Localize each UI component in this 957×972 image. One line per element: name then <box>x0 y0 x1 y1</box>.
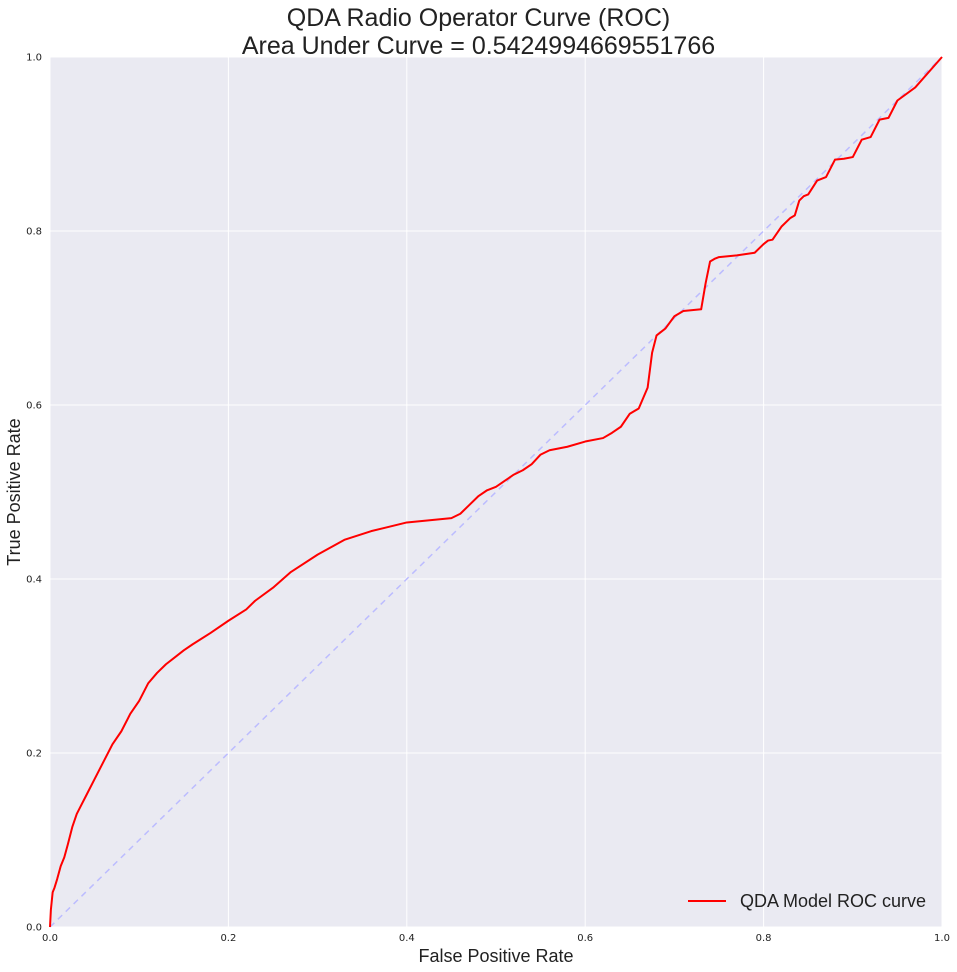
series-layer <box>49 56 943 928</box>
y-tick-label: 0.6 <box>26 401 42 412</box>
x-axis-ticks: 0.0 0.2 0.4 0.6 0.8 1.0 <box>42 933 950 944</box>
legend: QDA Model ROC curve <box>688 891 926 911</box>
x-tick-label: 0.8 <box>756 933 772 944</box>
x-tick-label: 0.6 <box>577 933 593 944</box>
chart-subtitle: Area Under Curve = 0.5424994669551766 <box>241 32 716 60</box>
grid-lines <box>49 56 943 928</box>
chance-reference-line <box>49 56 943 928</box>
legend-label: QDA Model ROC curve <box>740 891 926 911</box>
y-axis-label: True Positive Rate <box>4 418 24 565</box>
x-axis-label: False Positive Rate <box>418 946 573 966</box>
y-tick-label: 0.0 <box>26 923 42 934</box>
x-tick-label: 0.4 <box>399 933 415 944</box>
y-tick-label: 0.2 <box>26 749 42 760</box>
y-tick-label: 0.8 <box>26 227 42 238</box>
x-tick-label: 1.0 <box>934 933 950 944</box>
chart-title: QDA Radio Operator Curve (ROC) <box>286 4 671 32</box>
y-tick-label: 0.4 <box>26 575 42 586</box>
y-tick-label: 1.0 <box>26 53 42 64</box>
x-tick-label: 0.2 <box>220 933 236 944</box>
x-tick-label: 0.0 <box>42 933 58 944</box>
y-axis-ticks: 0.0 0.2 0.4 0.6 0.8 1.0 <box>26 53 42 934</box>
qda-roc-curve <box>49 56 943 928</box>
